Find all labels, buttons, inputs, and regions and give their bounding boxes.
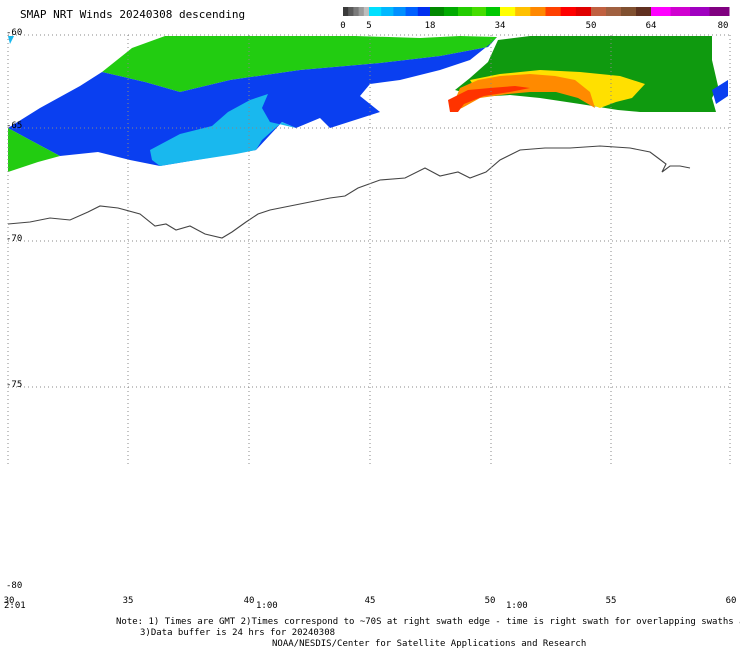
colorbar-label: 34 (494, 21, 506, 31)
wind-swath-orange (450, 74, 595, 112)
colorbar-segment (560, 7, 577, 16)
wind-swath-red (448, 86, 530, 112)
lat-label: -70 (6, 234, 23, 244)
colorbar-segment (405, 7, 419, 16)
wind-swath-blue-east (712, 80, 728, 104)
lat-label: -75 (6, 380, 23, 390)
time-label: 2:01 (4, 601, 26, 611)
colorbar-segment (358, 7, 365, 16)
colorbar-segment (670, 7, 691, 16)
lat-label: -60 (6, 28, 23, 38)
colorbar-segment (606, 7, 622, 16)
colorbar-segment (458, 7, 473, 16)
colorbar-segment (709, 7, 730, 16)
colorbar-segment (444, 7, 459, 16)
colorbar-segment (472, 7, 487, 16)
colorbar-segment (393, 7, 407, 16)
map-title: SMAP NRT Winds 20240308 descending (20, 8, 246, 21)
colorbar-segment (381, 7, 394, 16)
lon-label: 45 (364, 596, 376, 606)
colorbar-segment (348, 7, 354, 16)
lon-label: 35 (122, 596, 134, 606)
time-label: 1:00 (506, 601, 528, 611)
time-label: 1:00 (256, 601, 278, 611)
wind-swath-green-west (8, 128, 60, 172)
wind-speed-colorbar (343, 7, 730, 16)
colorbar-segment (575, 7, 592, 16)
graticule (7, 34, 731, 465)
colorbar-segment (500, 7, 516, 16)
colorbar-segment (530, 7, 546, 16)
colorbar-label: 0 (340, 21, 346, 31)
colorbar-segment (690, 7, 710, 16)
colorbar-segment (363, 7, 370, 16)
colorbar-segment (545, 7, 562, 16)
antarctic-coastline (7, 145, 691, 239)
wind-swath-light-blue (150, 94, 296, 166)
colorbar-segment (515, 7, 531, 16)
colorbar-segment (651, 7, 671, 16)
colorbar-segment (417, 7, 431, 16)
colorbar-label: 64 (645, 21, 657, 31)
lat-label: -65 (6, 121, 23, 131)
lon-label: 60 (725, 596, 737, 606)
colorbar-segment (591, 7, 607, 16)
lon-label: 55 (605, 596, 617, 606)
lon-label: 40 (243, 596, 255, 606)
colorbar-label: 18 (424, 21, 436, 31)
colorbar-segment (430, 7, 445, 16)
lon-label: 30 (3, 596, 15, 606)
colorbar-label: 5 (366, 21, 372, 31)
footnote-line-1: Note: 1) Times are GMT 2)Times correspon… (116, 617, 740, 627)
credit-line: NOAA/NESDIS/Center for Satellite Applica… (272, 639, 587, 649)
colorbar-segment (486, 7, 501, 16)
footnote-line-2: 3)Data buffer is 24 hrs for 20240308 (140, 628, 336, 638)
wind-swath-green-north (102, 36, 497, 92)
colorbar-segment (621, 7, 637, 16)
colorbar-label: 80 (717, 21, 729, 31)
colorbar-segment (369, 7, 382, 16)
colorbar-segment (343, 7, 349, 16)
colorbar-label: 50 (585, 21, 597, 31)
colorbar-segment (636, 7, 652, 16)
lon-label: 50 (484, 596, 496, 606)
colorbar-segment (353, 7, 360, 16)
lat-label: -80 (6, 581, 23, 591)
wind-swath-blue-tip (8, 36, 14, 44)
